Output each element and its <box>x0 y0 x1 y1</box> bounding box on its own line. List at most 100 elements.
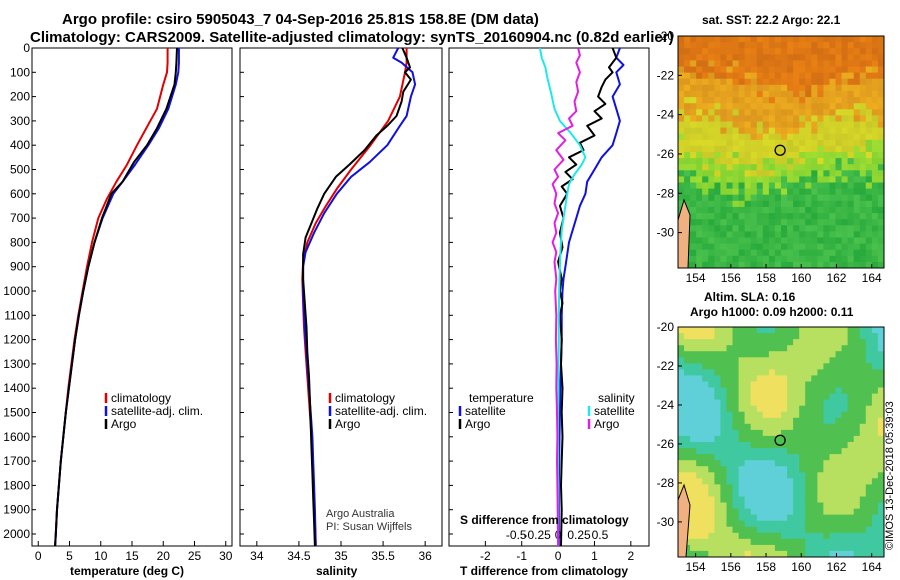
map-cell <box>714 103 722 110</box>
map-cell <box>811 454 818 461</box>
map-cell <box>762 36 770 43</box>
map-cell <box>762 170 770 177</box>
map-cell <box>877 442 884 449</box>
map-cell <box>720 514 728 522</box>
map-cell <box>805 369 812 377</box>
map-cell <box>823 411 831 419</box>
map-cell <box>877 115 884 123</box>
map-cell <box>726 484 734 492</box>
map-cell <box>690 496 697 504</box>
map-cell <box>829 219 837 226</box>
map-cell <box>696 127 703 135</box>
map-cell <box>871 249 879 257</box>
map-cell <box>865 484 873 492</box>
map-cell <box>847 472 855 479</box>
map-cell <box>871 496 879 504</box>
map-cell <box>738 496 746 504</box>
map-cell <box>684 48 691 55</box>
map-cell <box>847 544 855 552</box>
map-cell <box>823 387 831 395</box>
map-cell <box>684 127 691 135</box>
map-cell <box>708 442 715 449</box>
map-cell <box>835 369 843 377</box>
map-cell <box>726 78 734 86</box>
map-cell <box>768 182 776 190</box>
map-cell <box>726 127 734 135</box>
map-cell <box>762 538 770 546</box>
map-cell <box>835 121 843 129</box>
map-cell <box>738 448 746 455</box>
map-cell <box>847 213 855 220</box>
legend-label: climatology <box>111 391 171 405</box>
map-cell <box>865 231 873 239</box>
map-cell <box>720 164 728 171</box>
map-cell <box>865 532 873 540</box>
map-cell <box>817 60 825 68</box>
map-cell <box>720 249 728 257</box>
map-cell <box>835 60 843 68</box>
map-cell <box>744 526 752 534</box>
map-cell <box>738 339 746 346</box>
map-cell <box>774 496 782 504</box>
map-cell <box>853 484 861 492</box>
map-cell <box>865 357 873 364</box>
map-cell <box>781 145 788 153</box>
map-cell <box>684 78 691 86</box>
map-cell <box>684 381 691 389</box>
map-cell <box>738 550 746 557</box>
map-cell <box>738 213 746 220</box>
map-cell <box>859 550 867 557</box>
map-cell <box>774 381 782 389</box>
map-cell <box>690 66 697 74</box>
map-cell <box>774 237 782 245</box>
map-cell <box>853 243 861 251</box>
map-cell <box>690 333 697 340</box>
map-cell <box>762 152 770 159</box>
map-cell <box>793 399 800 407</box>
map-cell <box>738 90 746 98</box>
map-cell <box>720 423 728 431</box>
map-cell <box>793 508 800 516</box>
map-cell <box>702 48 709 55</box>
map-cell <box>847 393 855 401</box>
map-cell <box>696 502 703 510</box>
map-cell <box>678 448 685 455</box>
coastline <box>678 198 691 268</box>
map-cell <box>690 381 697 389</box>
map-cell <box>720 387 728 395</box>
map-x-tick-label: 162 <box>826 560 846 574</box>
map-cell <box>702 345 709 352</box>
map-cell <box>774 357 782 364</box>
map-cell <box>696 90 703 98</box>
map-cell <box>708 188 715 196</box>
map-cell <box>823 544 831 552</box>
map-y-tick-label: -30 <box>657 226 675 240</box>
map-cell <box>744 514 752 522</box>
map-cell <box>744 158 752 165</box>
map-cell <box>720 520 728 528</box>
map-cell <box>841 103 849 110</box>
map-cell <box>756 460 764 467</box>
map-cell <box>841 66 849 74</box>
map-cell <box>678 200 685 208</box>
map-cell <box>877 48 884 55</box>
map-cell <box>829 145 837 153</box>
map-cell <box>793 158 800 165</box>
map-cell <box>684 399 691 407</box>
map-cell <box>835 387 843 395</box>
map-cell <box>774 90 782 98</box>
map-cell <box>829 213 837 220</box>
map-cell <box>738 188 746 196</box>
map-cell <box>835 435 843 443</box>
map-cell <box>859 54 867 61</box>
map-cell <box>762 90 770 98</box>
map-cell <box>750 550 758 557</box>
map-cell <box>726 381 734 389</box>
map-cell <box>793 200 800 208</box>
map-cell <box>708 103 715 110</box>
map-cell <box>865 442 873 449</box>
map-cell <box>799 66 806 74</box>
map-cell <box>835 514 843 522</box>
map-cell <box>823 194 831 202</box>
map-cell <box>793 188 800 196</box>
